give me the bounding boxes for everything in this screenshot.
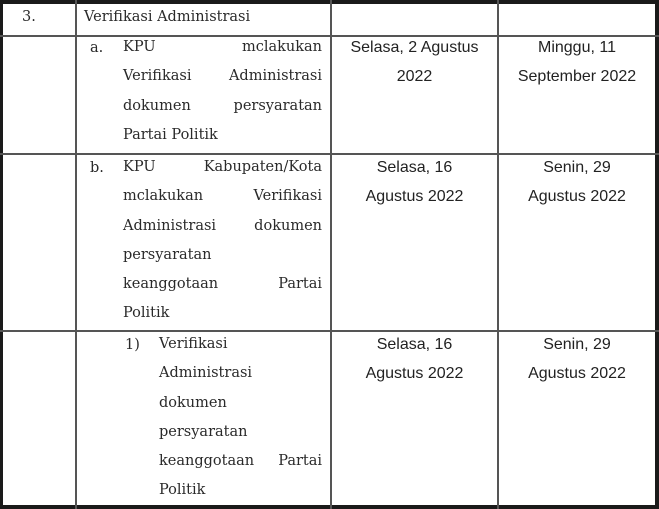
date-line: Selasa, 16 (376, 336, 453, 353)
activity-description: KPU Kabupaten/Kota mclakukan Verifikasi Ad… (123, 153, 322, 329)
description-line: Administrasi (159, 365, 253, 382)
description-line: persyaratan (159, 423, 248, 440)
activity-description: KPU mclakukan Verifikasi Administrasi doku… (123, 33, 322, 150)
row-number: 3. (22, 9, 36, 25)
description-line: KPU mclakukan (123, 39, 322, 55)
description-line: persyaratan (123, 246, 212, 263)
date-line: September 2022 (517, 68, 637, 86)
description-line: KPU Kabupaten/Kota (123, 159, 322, 175)
description-line: Verifikasi Administrasi (123, 68, 322, 85)
item-label: a. (90, 40, 104, 56)
date-line: Senin, 29 (543, 159, 611, 176)
description-line: dokumen (159, 394, 227, 411)
description-line: Politik (123, 305, 170, 322)
description-line: Partai Politik (123, 126, 218, 143)
item-label: 1) (125, 337, 140, 353)
date-line: Senin, 29 (543, 336, 611, 353)
description-line: dokumen persyaratan (123, 97, 322, 114)
description-line: keanggotaan Partai (159, 453, 322, 470)
activity-description: Verifikasi Administrasi dokumen persyaratan… (159, 330, 322, 506)
start-date: Selasa, 16 Agustus 2022 (332, 153, 497, 212)
end-date: Senin, 29 Agustus 2022 (499, 153, 655, 212)
description-line: keanggotaan Partai (123, 276, 322, 293)
section-title: Verifikasi Administrasi (84, 9, 251, 25)
date-line: Agustus 2022 (528, 365, 626, 383)
row-divider (0, 153, 659, 155)
date-line: Agustus 2022 (528, 188, 626, 206)
column-divider (497, 0, 499, 509)
start-date: Selasa, 2 Agustus 2022 (332, 33, 497, 92)
end-date: Minggu, 11 September 2022 (499, 33, 655, 92)
item-label: b. (90, 160, 104, 176)
date-line: Selasa, 16 (376, 159, 453, 176)
row-divider (0, 35, 659, 37)
start-date: Selasa, 16 Agustus 2022 (332, 330, 497, 389)
row-divider (0, 330, 659, 332)
date-line: Minggu, 11 (538, 39, 616, 56)
date-line: Agustus 2022 (365, 188, 464, 206)
description-line: mclakukan Verifikasi (123, 188, 322, 205)
description-line: Verifikasi (159, 336, 228, 352)
description-line: Administrasi dokumen (123, 217, 322, 234)
description-line: Politik (159, 482, 206, 499)
column-divider (75, 0, 77, 509)
column-divider (330, 0, 332, 509)
date-line: Agustus 2022 (365, 365, 464, 383)
date-line: 2022 (396, 68, 433, 86)
date-line: Selasa, 2 Agustus (350, 39, 479, 56)
end-date: Senin, 29 Agustus 2022 (499, 330, 655, 389)
